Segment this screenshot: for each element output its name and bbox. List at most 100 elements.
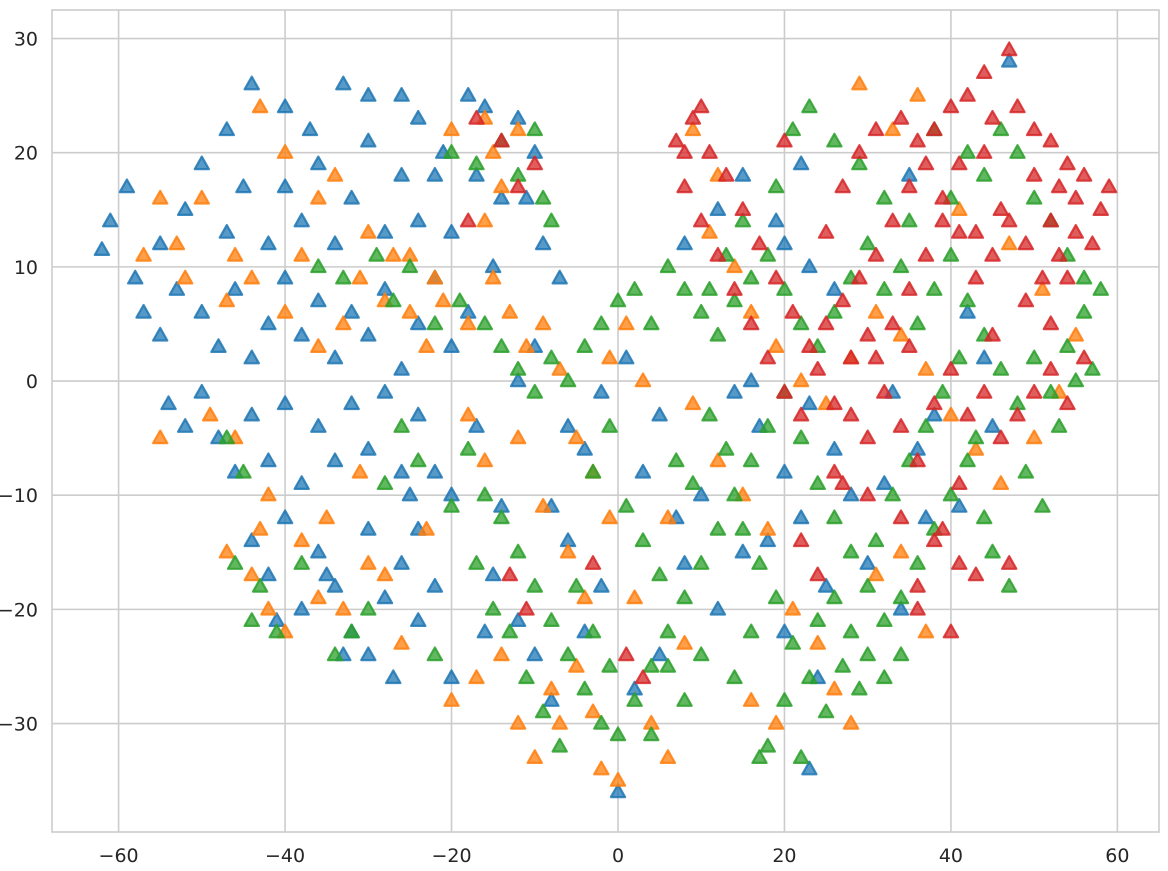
data-point [726,258,743,274]
data-point [676,692,693,707]
data-point [568,429,585,445]
data-point [526,155,544,171]
data-point [459,315,477,331]
data-point [867,349,885,365]
data-point [950,224,968,239]
data-point [260,486,277,502]
data-point [459,86,477,102]
data-point [917,246,935,262]
data-point [193,189,210,205]
data-point [301,121,319,137]
x-tick-label: 0 [612,845,624,867]
data-point [476,212,493,228]
data-point [734,543,752,559]
data-point [1034,269,1051,285]
data-point [975,349,993,365]
data-point [568,577,585,593]
data-point [917,623,935,639]
data-point [842,714,860,730]
data-point [335,75,352,91]
data-point [867,303,885,319]
data-point [1017,235,1035,251]
data-point [950,349,968,365]
data-point [701,144,718,159]
data-point [543,349,560,365]
x-tick-label: 40 [939,845,963,867]
data-point [909,577,926,593]
data-point [343,623,360,639]
data-point [609,771,627,787]
data-point [360,132,377,148]
data-point [152,429,169,445]
data-point [851,144,868,159]
data-point [243,612,260,628]
data-point [967,566,985,582]
data-point [817,577,835,593]
data-point [742,452,760,468]
data-point [276,144,294,159]
data-point [975,509,993,525]
data-point [826,395,843,411]
data-point [1042,361,1060,376]
data-point [360,646,377,662]
data-point [684,395,702,411]
data-point [501,623,519,639]
data-point [634,463,652,479]
data-point [576,589,593,605]
data-point [493,509,510,525]
data-point [876,189,893,205]
data-point [884,315,901,331]
data-point [218,543,235,559]
data-point [984,326,1001,342]
data-point [393,634,410,650]
data-point [176,269,194,285]
data-point [684,475,702,490]
data-point [584,703,602,719]
data-point [343,303,360,319]
data-point [892,109,910,125]
data-point [950,155,968,171]
data-point [310,189,327,205]
data-point [401,486,419,502]
data-point [410,212,427,228]
data-point [310,543,327,559]
data-point [867,246,885,262]
data-point [767,589,785,605]
data-point [634,669,652,685]
data-point [335,315,352,331]
data-point [1042,383,1060,399]
data-point [509,361,527,376]
data-point [692,212,710,228]
data-point [909,452,926,468]
data-point [593,315,610,331]
data-point [950,498,968,513]
data-point [609,726,627,742]
data-point [1059,269,1076,285]
data-point [526,749,544,765]
data-point [809,634,827,650]
data-point [509,429,527,445]
series-1-points [93,52,1018,799]
data-point [385,292,402,308]
data-point [651,406,668,422]
data-point [468,418,485,433]
data-point [276,395,294,411]
data-point [667,132,685,148]
data-point [1050,178,1068,194]
data-point [1017,463,1035,479]
data-point [501,303,519,319]
data-point [759,418,777,433]
data-point [484,269,502,285]
data-point [584,623,602,639]
data-point [493,338,510,353]
data-point [484,144,502,159]
data-point [742,315,760,331]
data-point [826,680,843,696]
data-point [659,258,677,274]
data-point [226,281,244,296]
data-point [593,383,610,399]
data-point [468,669,485,685]
data-point [310,292,327,308]
data-point [127,269,144,285]
data-point [418,520,435,536]
